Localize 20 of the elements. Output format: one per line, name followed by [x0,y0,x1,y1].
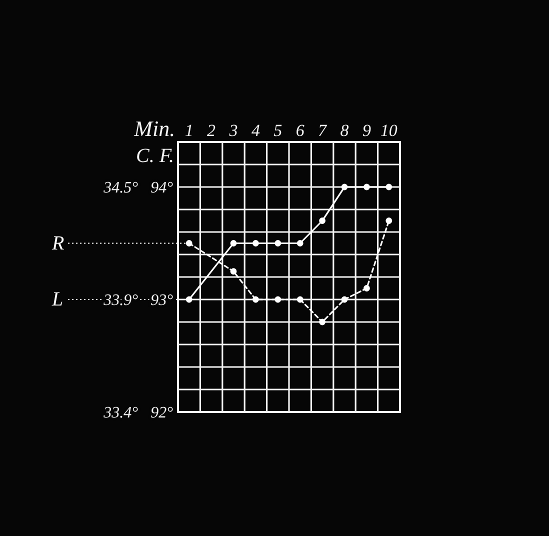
text: 34.5° [102,180,139,197]
x-tick-label: 4 [251,121,260,140]
y-tick-label: 94° [150,180,174,197]
y-axis-title: C. F. [136,145,174,167]
y-tick-label: 93° [150,292,174,310]
text: 33.4° [102,404,139,422]
text: R [51,232,64,254]
text: L [51,288,64,310]
x-tick-label: 7 [318,121,328,140]
text: 33.9° [102,292,139,310]
x-tick-label: 3 [228,121,238,140]
y-tick-label: 92° [150,404,174,422]
x-tick-label: 6 [296,121,305,140]
x-tick-label: 2 [207,121,216,140]
x-axis-title: Min. [133,116,176,141]
x-tick-label: 5 [274,121,282,140]
x-tick-label: 10 [380,121,398,140]
x-tick-label: 8 [340,121,350,140]
x-tick-label: 1 [184,121,194,140]
x-tick-label: 9 [362,121,372,140]
